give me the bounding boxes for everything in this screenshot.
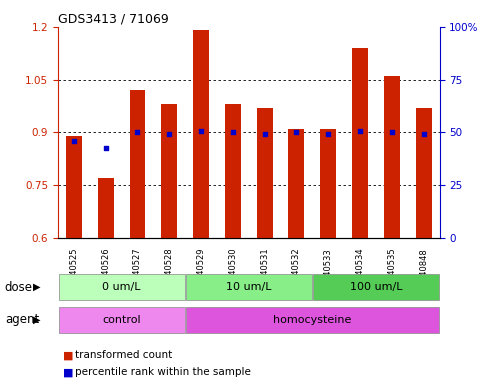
Point: [70, 138, 78, 144]
Bar: [320, 129, 336, 238]
Bar: [256, 108, 272, 238]
Point: [388, 129, 396, 136]
Bar: [416, 108, 432, 238]
Point: [293, 129, 300, 136]
Text: ▶: ▶: [32, 282, 40, 292]
Bar: [384, 76, 400, 238]
Text: 10 um/L: 10 um/L: [226, 282, 271, 292]
Bar: [193, 30, 209, 238]
Bar: [58, 307, 185, 333]
Bar: [225, 104, 241, 238]
Text: dose: dose: [5, 281, 33, 293]
Bar: [186, 307, 439, 333]
Text: 100 um/L: 100 um/L: [350, 282, 402, 292]
Bar: [129, 90, 145, 238]
Bar: [98, 178, 114, 238]
Text: ▶: ▶: [32, 314, 40, 325]
Point: [197, 127, 205, 134]
Bar: [186, 274, 312, 300]
Point: [229, 129, 237, 136]
Text: GDS3413 / 71069: GDS3413 / 71069: [58, 13, 169, 26]
Point: [420, 131, 427, 137]
Bar: [288, 129, 304, 238]
Bar: [58, 274, 185, 300]
Text: ■: ■: [63, 350, 73, 360]
Text: 0 um/L: 0 um/L: [102, 282, 141, 292]
Point: [261, 131, 269, 137]
Text: percentile rank within the sample: percentile rank within the sample: [75, 367, 251, 377]
Bar: [352, 48, 368, 238]
Point: [134, 129, 142, 136]
Text: agent: agent: [5, 313, 39, 326]
Bar: [313, 274, 439, 300]
Point: [165, 131, 173, 137]
Text: transformed count: transformed count: [75, 350, 172, 360]
Point: [102, 145, 110, 151]
Text: ■: ■: [63, 367, 73, 377]
Point: [356, 127, 364, 134]
Point: [325, 131, 332, 137]
Bar: [66, 136, 82, 238]
Text: control: control: [102, 314, 141, 325]
Text: homocysteine: homocysteine: [273, 314, 352, 325]
Bar: [161, 104, 177, 238]
